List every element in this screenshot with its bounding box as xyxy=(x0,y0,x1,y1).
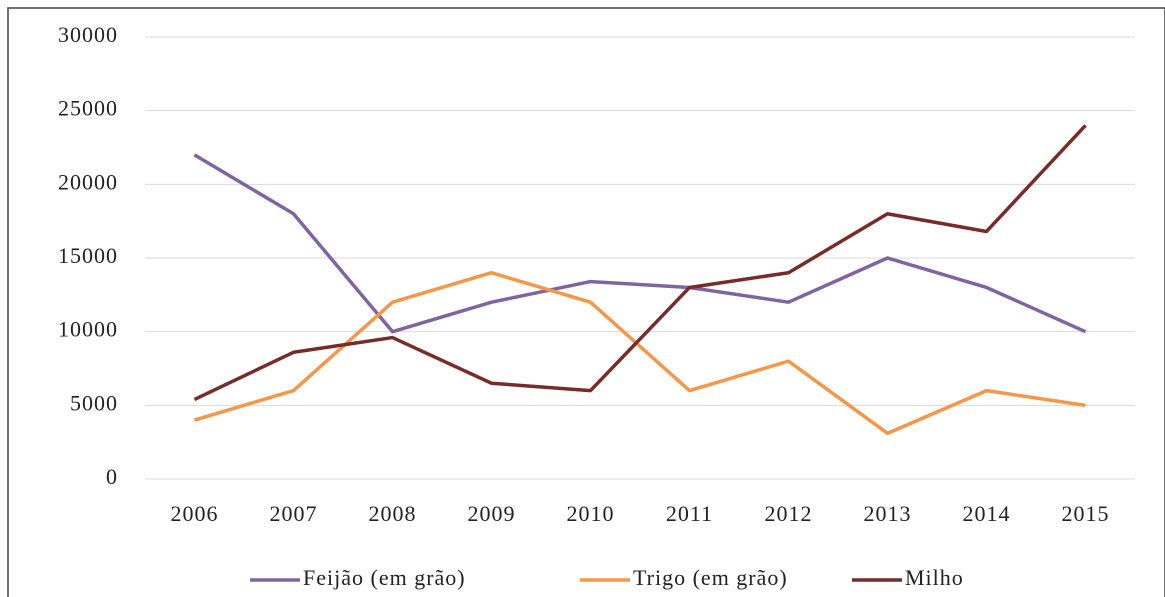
series-line xyxy=(193,124,1087,402)
y-tick-label: 15000 xyxy=(58,243,118,268)
legend-label: Milho xyxy=(905,565,964,590)
x-tick-label: 2010 xyxy=(567,501,615,526)
y-tick-label: 25000 xyxy=(58,96,118,121)
x-tick-label: 2013 xyxy=(864,501,912,526)
x-tick-label: 2009 xyxy=(468,501,516,526)
series-line xyxy=(193,153,1087,334)
y-tick-label: 5000 xyxy=(70,390,118,415)
x-tick-label: 2015 xyxy=(1062,501,1110,526)
frame xyxy=(7,7,1165,597)
y-tick-label: 0 xyxy=(106,464,118,489)
x-tick-label: 2007 xyxy=(270,501,318,526)
x-tick-label: 2011 xyxy=(666,501,713,526)
legend-label: Trigo (em grão) xyxy=(633,565,788,590)
x-tick-label: 2014 xyxy=(963,501,1011,526)
y-tick-label: 10000 xyxy=(58,317,118,342)
x-tick-label: 2012 xyxy=(765,501,813,526)
legend-label: Feijão (em grão) xyxy=(303,565,466,590)
y-tick-label: 20000 xyxy=(58,169,118,194)
x-tick-label: 2006 xyxy=(171,501,219,526)
x-tick-label: 2008 xyxy=(369,501,417,526)
y-tick-label: 30000 xyxy=(58,22,118,47)
series-line xyxy=(194,270,1086,436)
